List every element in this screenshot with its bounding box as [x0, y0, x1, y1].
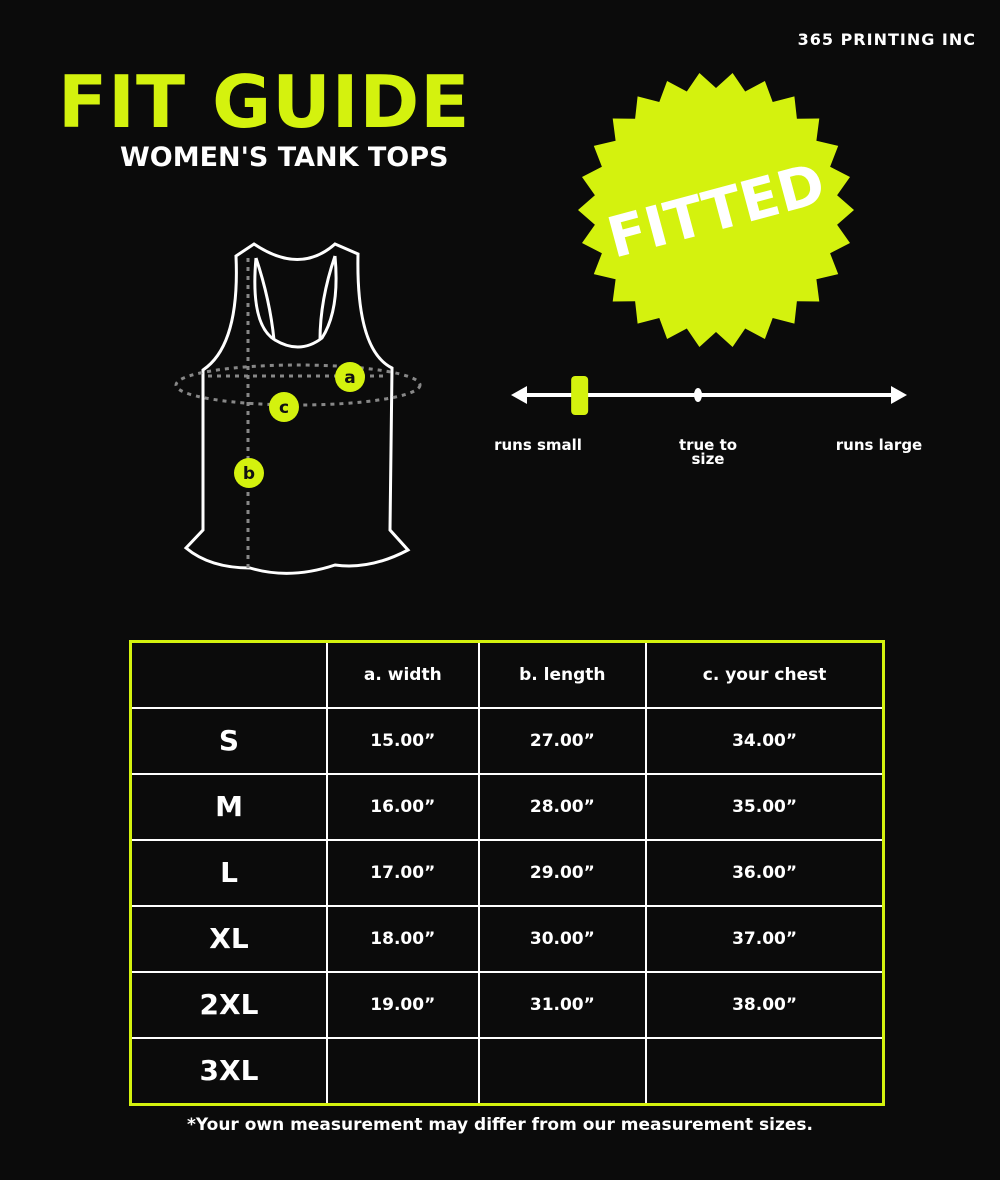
arrow-right-icon [891, 386, 907, 404]
table-row: L 17.00” 29.00” 36.00” [129, 838, 885, 907]
fit-scale [511, 376, 907, 415]
header-blank [129, 640, 328, 709]
size-label: 3XL [129, 1036, 328, 1106]
page-title: FIT GUIDE [58, 60, 471, 144]
svg-text:b: b [243, 464, 255, 484]
width-cell: 19.00” [326, 970, 480, 1039]
svg-text:a: a [344, 368, 355, 388]
chest-cell [645, 1036, 885, 1106]
footnote: *Your own measurement may differ from ou… [187, 1115, 813, 1135]
arrow-left-icon [511, 386, 527, 404]
length-cell [477, 1036, 648, 1106]
table-row: S 15.00” 27.00” 34.00” [129, 707, 885, 775]
width-cell: 16.00” [326, 772, 480, 841]
chest-cell: 35.00” [645, 772, 885, 841]
size-label: XL [129, 904, 328, 973]
fitted-badge: FITTED [578, 73, 854, 347]
table-row: M 16.00” 28.00” 35.00” [129, 772, 885, 841]
width-cell: 18.00” [326, 904, 480, 973]
runs-large-label: runs large [835, 436, 923, 454]
table-row: 3XL [129, 1036, 885, 1106]
length-cell: 28.00” [477, 772, 648, 841]
brand-name: 365 PRINTING INC [797, 30, 976, 49]
marker-b: b [234, 458, 264, 488]
runs-small-label: runs small [494, 436, 582, 454]
width-cell: 17.00” [326, 838, 480, 907]
size-table: a. width b. length c. your chest S 15.00”… [129, 640, 885, 1106]
true-to-size-label: true to size [678, 436, 738, 468]
size-label: M [129, 772, 328, 841]
length-cell: 31.00” [477, 970, 648, 1039]
length-cell: 29.00” [477, 838, 648, 907]
chest-cell: 37.00” [645, 904, 885, 973]
svg-text:c: c [279, 398, 289, 418]
starburst-shape [578, 73, 854, 347]
true-to-size-tick [694, 388, 702, 402]
length-cell: 30.00” [477, 904, 648, 973]
size-label: L [129, 838, 328, 907]
length-cell: 27.00” [477, 707, 648, 775]
header-width: a. width [326, 640, 480, 709]
page-subtitle: WOMEN'S TANK TOPS [120, 142, 449, 173]
size-label: 2XL [129, 970, 328, 1039]
chest-cell: 38.00” [645, 970, 885, 1039]
width-cell [326, 1036, 480, 1106]
chest-cell: 34.00” [645, 707, 885, 775]
chest-cell: 36.00” [645, 838, 885, 907]
table-row: 2XL 19.00” 31.00” 38.00” [129, 970, 885, 1039]
header-chest: c. your chest [645, 640, 885, 709]
marker-c: c [269, 392, 299, 422]
header-length: b. length [477, 640, 648, 709]
width-cell: 15.00” [326, 707, 480, 775]
table-row: XL 18.00” 30.00” 37.00” [129, 904, 885, 973]
size-label: S [129, 707, 328, 775]
tank-top-diagram: a c b [174, 242, 422, 575]
fit-indicator [571, 376, 589, 415]
marker-a: a [335, 362, 365, 392]
